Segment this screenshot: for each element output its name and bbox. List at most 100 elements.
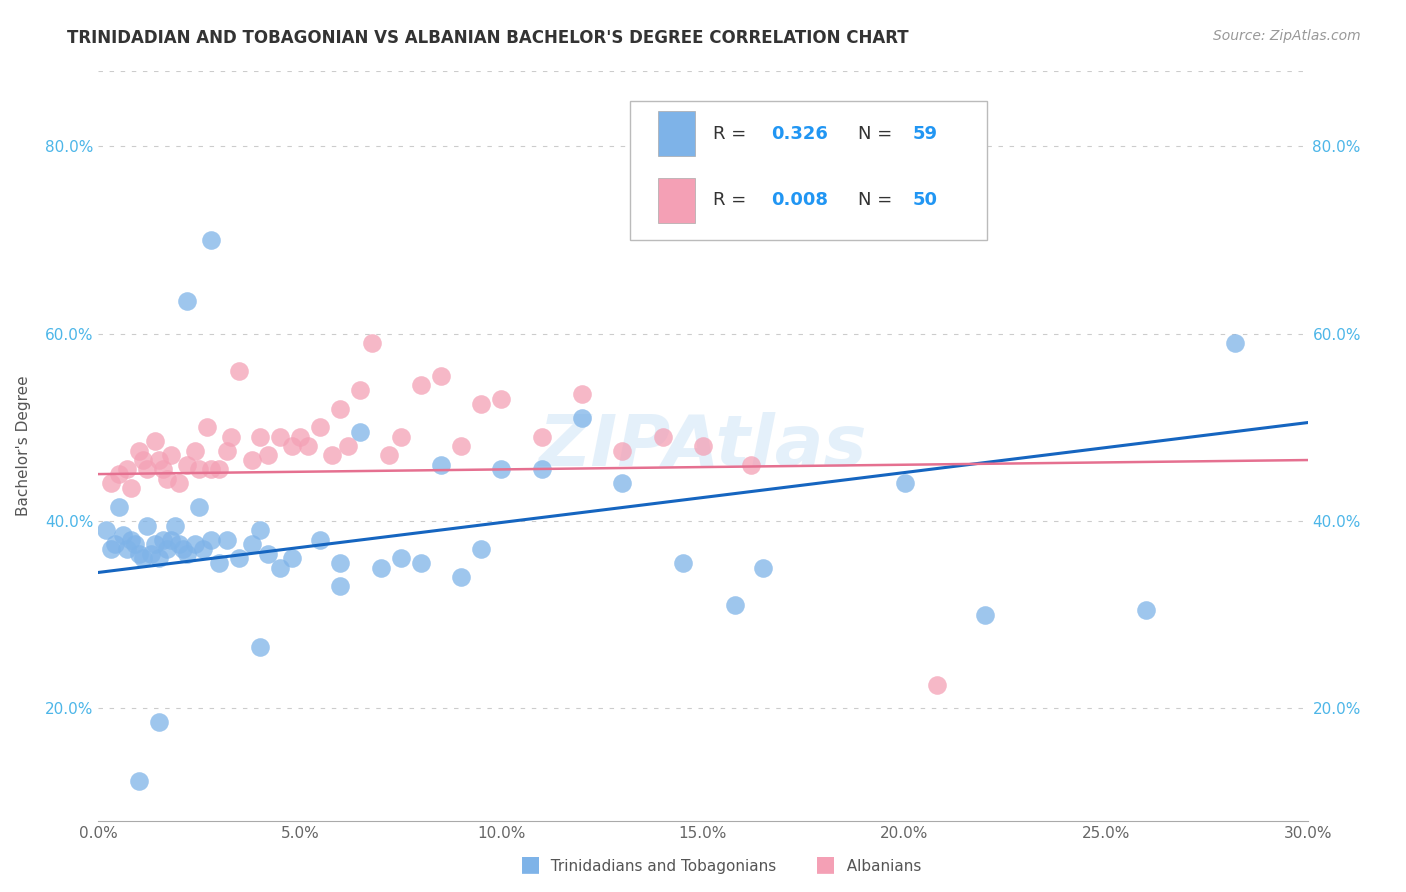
- Point: [370, 561, 392, 575]
- Point: [167, 537, 190, 551]
- Y-axis label: Bachelor's Degree: Bachelor's Degree: [17, 376, 31, 516]
- Point: [228, 364, 250, 378]
- Text: 0.008: 0.008: [770, 191, 828, 210]
- Point: [208, 462, 231, 476]
- Point: [228, 551, 250, 566]
- Point: [111, 528, 134, 542]
- Point: [491, 392, 513, 407]
- Point: [120, 533, 142, 547]
- Point: [176, 293, 198, 308]
- Point: [208, 556, 231, 570]
- Point: [128, 774, 150, 789]
- Point: [184, 443, 207, 458]
- Point: [269, 430, 291, 444]
- Text: Albanians: Albanians: [837, 859, 921, 874]
- Point: [120, 481, 142, 495]
- Point: [470, 542, 492, 557]
- Point: [249, 430, 271, 444]
- Point: [349, 383, 371, 397]
- Point: [377, 449, 399, 463]
- Text: R =: R =: [713, 125, 752, 143]
- Point: [491, 462, 513, 476]
- Text: Source: ZipAtlas.com: Source: ZipAtlas.com: [1213, 29, 1361, 43]
- Point: [148, 453, 170, 467]
- Point: [132, 551, 155, 566]
- Point: [128, 443, 150, 458]
- Point: [184, 537, 207, 551]
- Point: [107, 467, 129, 482]
- Point: [96, 523, 118, 537]
- Point: [309, 533, 332, 547]
- Point: [160, 449, 183, 463]
- Point: [221, 430, 243, 444]
- Point: [893, 476, 915, 491]
- Text: R =: R =: [713, 191, 752, 210]
- Point: [200, 533, 222, 547]
- Point: [361, 336, 384, 351]
- Point: [148, 551, 170, 566]
- Text: ■: ■: [815, 855, 837, 874]
- FancyBboxPatch shape: [630, 102, 987, 240]
- Point: [156, 472, 179, 486]
- Point: [409, 556, 432, 570]
- Text: 59: 59: [912, 125, 938, 143]
- Point: [269, 561, 291, 575]
- Point: [135, 518, 157, 533]
- Point: [172, 542, 194, 557]
- Point: [389, 430, 412, 444]
- Point: [152, 462, 174, 476]
- Point: [281, 439, 304, 453]
- Point: [100, 542, 122, 557]
- Point: [1135, 603, 1157, 617]
- Text: N =: N =: [858, 191, 898, 210]
- Bar: [658, 178, 695, 223]
- Text: TRINIDADIAN AND TOBAGONIAN VS ALBANIAN BACHELOR'S DEGREE CORRELATION CHART: TRINIDADIAN AND TOBAGONIAN VS ALBANIAN B…: [67, 29, 910, 46]
- Point: [672, 556, 695, 570]
- Point: [240, 537, 263, 551]
- Point: [349, 425, 371, 439]
- Point: [200, 462, 222, 476]
- Text: 0.326: 0.326: [770, 125, 828, 143]
- Point: [240, 453, 263, 467]
- Point: [724, 599, 747, 613]
- Point: [156, 542, 179, 557]
- Point: [974, 607, 997, 622]
- Point: [128, 547, 150, 561]
- Point: [530, 462, 553, 476]
- Point: [329, 556, 352, 570]
- Bar: [658, 112, 695, 156]
- Point: [329, 580, 352, 594]
- Text: ZIPAtlas: ZIPAtlas: [538, 411, 868, 481]
- Point: [297, 439, 319, 453]
- Point: [530, 430, 553, 444]
- Point: [148, 715, 170, 730]
- Point: [135, 462, 157, 476]
- Point: [329, 401, 352, 416]
- Point: [115, 542, 138, 557]
- Point: [176, 458, 198, 472]
- Point: [430, 458, 453, 472]
- Point: [571, 387, 593, 401]
- Point: [217, 533, 239, 547]
- Text: 50: 50: [912, 191, 938, 210]
- Point: [217, 443, 239, 458]
- Point: [124, 537, 146, 551]
- Point: [612, 476, 634, 491]
- Point: [450, 439, 472, 453]
- Point: [188, 462, 211, 476]
- Point: [256, 547, 278, 561]
- Point: [193, 542, 215, 557]
- Point: [163, 518, 186, 533]
- Point: [409, 378, 432, 392]
- Text: Trinidadians and Tobagonians: Trinidadians and Tobagonians: [541, 859, 776, 874]
- Point: [651, 430, 673, 444]
- Point: [321, 449, 343, 463]
- Point: [752, 561, 775, 575]
- Point: [100, 476, 122, 491]
- Point: [249, 523, 271, 537]
- Point: [249, 640, 271, 655]
- Point: [612, 443, 634, 458]
- Point: [132, 453, 155, 467]
- Point: [571, 411, 593, 425]
- Point: [176, 547, 198, 561]
